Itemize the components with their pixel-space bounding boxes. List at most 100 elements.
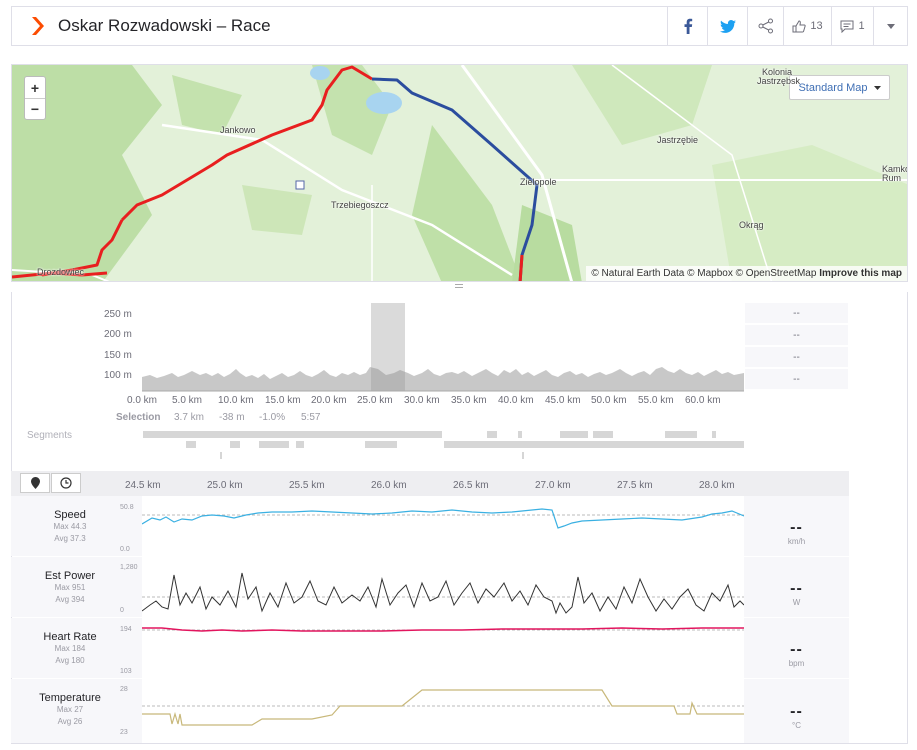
segments-label: Segments xyxy=(27,430,73,441)
heart-rate-value: -- bpm xyxy=(745,641,848,668)
metric-max: Max 951 xyxy=(54,583,86,592)
metric-max: Max 184 xyxy=(54,644,86,653)
resize-handle[interactable] xyxy=(455,284,463,288)
temp-ymax: 28 xyxy=(120,686,128,693)
elev-x-tick: 10.0 km xyxy=(218,395,254,406)
segment-bar[interactable] xyxy=(365,441,397,448)
elev-x-tick: 55.0 km xyxy=(638,395,674,406)
thumbs-up-icon xyxy=(792,19,807,32)
facebook-icon xyxy=(684,18,692,34)
elev-stat: -- xyxy=(745,303,848,323)
power-label: Est Power Max 951 Avg 394 xyxy=(11,570,129,606)
share-icon xyxy=(758,18,773,34)
stream-x-tick: 25.0 km xyxy=(207,480,243,491)
elev-x-tick: 45.0 km xyxy=(545,395,581,406)
zoom-controls: + − xyxy=(24,76,46,120)
map-place-label: Kamko Rum xyxy=(882,164,908,183)
temperature-value: -- °C xyxy=(745,703,848,730)
metric-unit: km/h xyxy=(787,537,806,546)
heart-rate-plot[interactable] xyxy=(142,618,744,678)
elev-x-tick: 30.0 km xyxy=(404,395,440,406)
stream-x-tick: 28.0 km xyxy=(699,480,735,491)
share-twitter-button[interactable] xyxy=(707,7,747,45)
metric-unit: bpm xyxy=(788,659,805,668)
selection-label: Selection xyxy=(116,412,161,423)
comments-button[interactable]: 1 xyxy=(831,7,873,45)
time-mode-button[interactable] xyxy=(51,473,81,493)
temp-ymin: 23 xyxy=(120,729,128,736)
metric-current-value: -- xyxy=(790,519,803,536)
elevation-profile[interactable] xyxy=(142,303,745,393)
elev-y-tick: 250 m xyxy=(104,309,132,320)
power-value: -- W xyxy=(745,580,848,607)
elev-stat: -- xyxy=(745,347,848,367)
selection-distance: 3.7 km xyxy=(174,412,205,423)
heart-rate-line-chart xyxy=(142,627,744,632)
kudos-button[interactable]: 13 xyxy=(783,7,831,45)
segment-bar[interactable] xyxy=(220,452,222,459)
elev-x-tick: 20.0 km xyxy=(311,395,347,406)
temperature-label: Temperature Max 27 Avg 26 xyxy=(11,692,129,728)
power-ymax: 1,280 xyxy=(120,564,138,571)
elev-x-tick: 60.0 km xyxy=(685,395,721,406)
elev-x-tick: 40.0 km xyxy=(498,395,534,406)
stream-x-tick: 26.5 km xyxy=(453,480,489,491)
elev-x-tick: 5.0 km xyxy=(172,395,203,406)
segment-bar[interactable] xyxy=(712,431,716,438)
clock-icon xyxy=(60,477,72,489)
more-actions-dropdown[interactable] xyxy=(873,7,907,45)
distance-mode-button[interactable] xyxy=(20,473,50,493)
stream-x-tick: 27.0 km xyxy=(535,480,571,491)
attribution-text: © Natural Earth Data © Mapbox © OpenStre… xyxy=(591,268,817,279)
caret-down-icon xyxy=(873,85,881,90)
metric-name: Heart Rate xyxy=(43,631,97,643)
segment-bar[interactable] xyxy=(296,441,304,448)
twitter-icon xyxy=(719,19,736,33)
segment-bar[interactable] xyxy=(487,431,497,438)
metric-current-value: -- xyxy=(790,703,803,720)
selection-elevation: -38 m xyxy=(219,412,245,423)
segment-bar[interactable] xyxy=(560,431,588,438)
segment-bar[interactable] xyxy=(522,452,524,459)
speed-plot[interactable] xyxy=(141,496,745,556)
activity-header: Oskar Rozwadowski – Race 13 1 xyxy=(11,6,908,46)
elev-x-tick: 50.0 km xyxy=(591,395,627,406)
map-place-label: Jankowo xyxy=(220,125,256,135)
metric-max: Max 44.3 xyxy=(53,522,87,531)
zoom-out-button[interactable]: − xyxy=(25,98,45,119)
power-plot[interactable] xyxy=(141,557,745,617)
metric-max: Max 27 xyxy=(56,705,84,714)
map-style-selector[interactable]: Standard Map xyxy=(789,75,890,100)
segment-bar[interactable] xyxy=(444,441,744,448)
map-place-label: Zielopole xyxy=(520,177,557,187)
elev-x-tick: 25.0 km xyxy=(357,395,393,406)
share-button[interactable] xyxy=(747,7,783,45)
map-place-label: Jastrzębie xyxy=(657,135,699,145)
activity-title: Oskar Rozwadowski – Race xyxy=(58,16,271,35)
metric-unit: °C xyxy=(792,721,801,730)
elev-y-tick: 100 m xyxy=(104,370,132,381)
speed-line-chart xyxy=(141,508,745,529)
speed-label: Speed Max 44.3 Avg 37.3 xyxy=(11,509,129,545)
map-place-label: Kolonia Jastrzębsk xyxy=(757,67,801,86)
segment-bar[interactable] xyxy=(518,431,522,438)
segment-bar[interactable] xyxy=(593,431,613,438)
map-tiles xyxy=(12,65,907,281)
elev-x-tick: 15.0 km xyxy=(265,395,301,406)
segment-bar[interactable] xyxy=(143,431,442,438)
map-attribution: © Natural Earth Data © Mapbox © OpenStre… xyxy=(586,266,907,281)
segment-bar[interactable] xyxy=(230,441,240,448)
segment-bar[interactable] xyxy=(665,431,697,438)
share-facebook-button[interactable] xyxy=(667,7,707,45)
segment-bar[interactable] xyxy=(186,441,196,448)
metric-avg: Avg 37.3 xyxy=(54,534,86,543)
metric-name: Temperature xyxy=(39,692,101,704)
zoom-in-button[interactable]: + xyxy=(30,79,40,96)
route-map[interactable]: + − Standard Map Kolonia Jastrzębsk Jank… xyxy=(11,64,908,282)
temperature-plot[interactable] xyxy=(142,679,744,743)
selection-grade: -1.0% xyxy=(259,412,286,423)
power-ymin: 0 xyxy=(120,607,124,614)
caret-down-icon xyxy=(886,23,895,29)
improve-map-link[interactable]: Improve this map xyxy=(819,268,902,279)
segment-bar[interactable] xyxy=(259,441,289,448)
